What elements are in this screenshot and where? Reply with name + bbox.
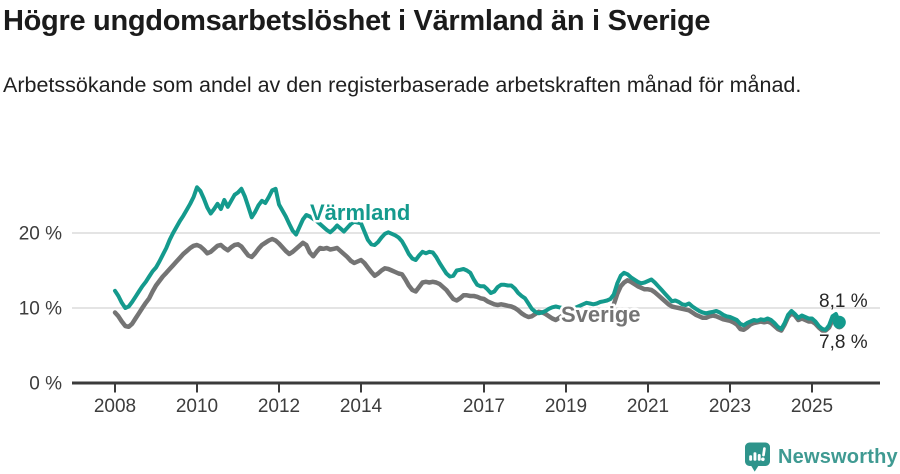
x-axis-tick-label: 2008 — [94, 396, 136, 417]
newsworthy-bar-chart-bubble-icon — [745, 442, 770, 472]
end-value-label-varmland: 8,1 % — [819, 291, 868, 312]
series-line-sverige — [112, 236, 842, 333]
series-end-dot-varmland — [832, 315, 846, 329]
x-axis-tick-label: 2010 — [176, 396, 218, 417]
chart-subtitle: Arbetssökande som andel av den registerb… — [3, 73, 802, 97]
line-chart: 0 % 10 % 20 % 2008 2010 2012 2014 2017 2019 2021 2… — [19, 185, 880, 417]
x-axis-tick-label: 2025 — [791, 396, 833, 417]
series-line-varmland — [113, 185, 842, 332]
series-label-varmland: Värmland — [310, 200, 410, 225]
x-axis-tick-label: 2014 — [340, 396, 383, 417]
chart-title: Högre ungdomsarbetslöshet i Värmland än … — [3, 5, 711, 37]
x-axis-tick-label: 2017 — [463, 396, 505, 417]
x-axis-tick-label: 2012 — [258, 396, 300, 417]
brand-name: Newsworthy — [778, 446, 898, 468]
x-axis-tick-label: 2021 — [627, 396, 669, 417]
x-axis-tick-label: 2023 — [709, 396, 751, 417]
x-axis-tick-label: 2019 — [545, 396, 587, 417]
y-axis-tick-label: 20 % — [19, 224, 62, 245]
y-axis-tick-label: 10 % — [19, 299, 62, 320]
y-axis-tick-label: 0 % — [29, 374, 62, 395]
end-value-label-sverige: 7,8 % — [819, 332, 868, 353]
brand-logo: Newsworthy — [744, 442, 898, 473]
series-label-sverige: Sverige — [561, 302, 641, 327]
